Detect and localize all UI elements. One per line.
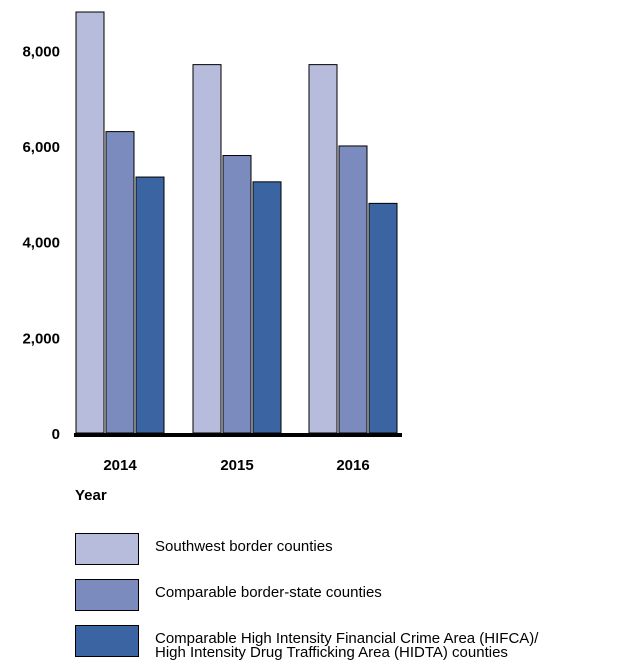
bar-2015-series-2: [252, 181, 282, 434]
y-tick-label: 6,000: [22, 139, 60, 156]
legend-item-southwest: Southwest border counties: [75, 533, 625, 579]
legend-item-hifca-hidta: Comparable High Intensity Financial Crim…: [75, 625, 625, 671]
y-tick-label: 2,000: [22, 330, 60, 347]
y-tick-label: 8,000: [22, 43, 60, 60]
bar-2015-series-0: [192, 64, 222, 434]
y-tick-label: 0: [52, 426, 60, 443]
legend-swatch-hifca-hidta: [75, 625, 139, 657]
legend: Southwest border counties Comparable bor…: [75, 533, 625, 671]
x-axis-label: Year: [75, 487, 107, 504]
bar-2014-series-2: [135, 176, 165, 434]
legend-label-hifca-hidta: Comparable High Intensity Financial Crim…: [155, 630, 539, 661]
x-tick-label-2015: 2015: [220, 457, 253, 474]
legend-label-southwest: Southwest border counties: [155, 538, 333, 555]
bar-2015-series-1: [222, 155, 252, 434]
bars: [75, 11, 398, 434]
bar-chart: 0 2,000 4,000 6,000 8,000 2014 2015 2016 Year: [22, 11, 402, 504]
bar-2014-series-0: [75, 11, 105, 434]
y-axis-ticks: 0 2,000 4,000 6,000 8,000: [22, 43, 60, 443]
legend-label-border-state: Comparable border-state counties: [155, 584, 382, 601]
legend-item-border-state: Comparable border-state counties: [75, 579, 625, 625]
bar-2016-series-0: [308, 64, 338, 434]
bar-2014-series-1: [105, 131, 135, 434]
x-tick-label-2016: 2016: [336, 457, 369, 474]
y-tick-label: 4,000: [22, 235, 60, 252]
legend-swatch-border-state: [75, 579, 139, 611]
x-axis-ticks: 2014 2015 2016: [103, 457, 369, 474]
bar-2016-series-2: [368, 202, 398, 434]
bar-2016-series-1: [338, 145, 368, 434]
legend-swatch-southwest: [75, 533, 139, 565]
x-tick-label-2014: 2014: [103, 457, 137, 474]
